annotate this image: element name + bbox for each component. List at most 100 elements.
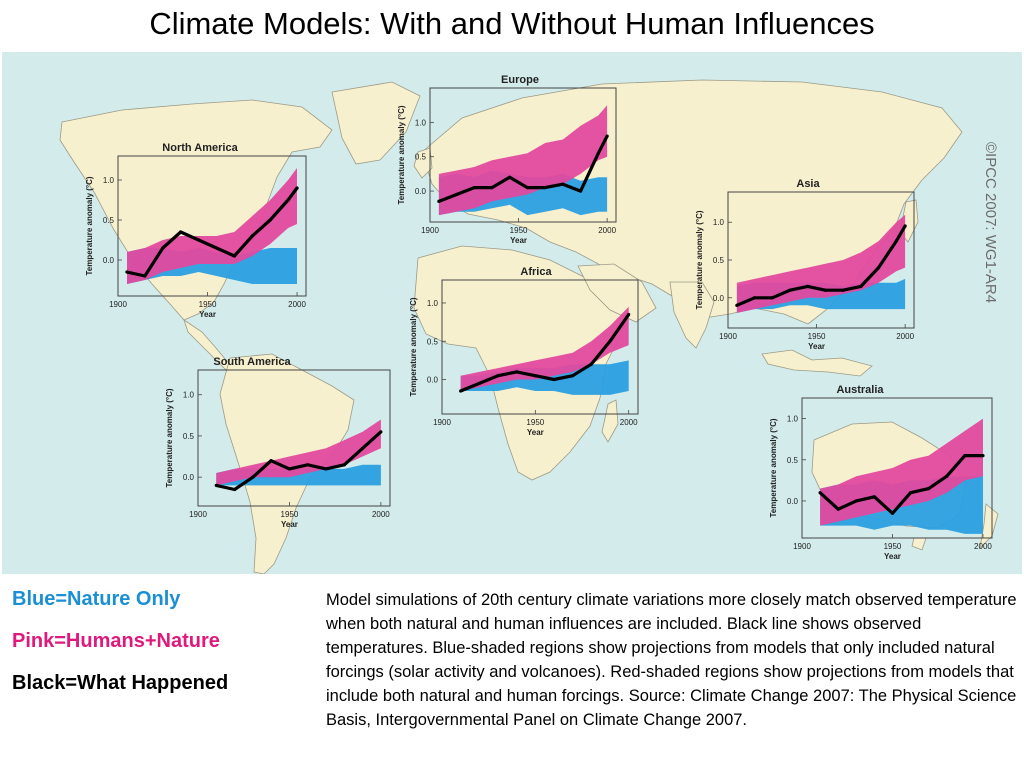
africa-x-tick-label: 1950: [526, 418, 544, 427]
south-america-observed-point: [306, 463, 310, 467]
australia-y-axis-title: Temperature anomaly (°C): [769, 418, 778, 517]
australia-observed-point: [872, 495, 876, 499]
north-america-x-axis-title: Year: [199, 310, 216, 319]
asia-observed-point: [876, 265, 881, 270]
europe-chart: Europe 0.0 0.5 1.0 1900 1950 2000 Year Temperatu…: [397, 74, 617, 245]
australia-observed-point: [927, 486, 931, 491]
africa-observed-point: [608, 339, 612, 343]
south-america-y-tick-label: 1.0: [183, 391, 195, 400]
australia-observed-point: [908, 491, 913, 495]
legend: Blue=Nature Only Pink=Humans+Nature Blac…: [12, 588, 312, 714]
australia-y-tick-label: 0.0: [787, 497, 799, 506]
south-america-plot-frame: [197, 369, 391, 507]
europe-x-tick-label: 1950: [510, 226, 528, 235]
north-america-x-tick-label: 1950: [199, 300, 217, 309]
south-america-observed-point: [379, 430, 383, 434]
asia-y-tick-label: 1.0: [713, 218, 725, 227]
asia-observed-point: [841, 288, 845, 292]
north-america-observed-point: [179, 230, 183, 234]
world-map: North America 0.0 0.5 1.0 1900 1950 2000 Year Te…: [2, 52, 1022, 574]
north-america-title: North America: [162, 142, 238, 154]
europe-observed-point: [605, 134, 609, 138]
europe-x-axis-title: Year: [510, 236, 527, 245]
north-america-observed-point: [214, 246, 219, 250]
south-america-observed-line: [215, 430, 382, 492]
europe-observed-point: [543, 186, 547, 190]
europe-x-tick-label: 1900: [421, 226, 439, 235]
north-america-observed-point: [268, 218, 272, 222]
south-america-chart: South America 0.0 0.5 1.0 1900 1950 2000 Year Te…: [165, 356, 391, 529]
south-america-x-tick-label: 1900: [189, 510, 207, 519]
europe-y-tick-label: 0.0: [415, 187, 427, 196]
africa-land: [413, 245, 629, 481]
africa-x-tick-label: 1900: [433, 418, 451, 427]
south-america-observed-point: [324, 467, 328, 471]
asia-x-axis-title: Year: [808, 342, 825, 351]
australia-observed-point: [836, 507, 840, 511]
europe-observed-point: [508, 175, 512, 179]
north-america-observed-point: [143, 274, 147, 278]
south-america-title: South America: [213, 356, 291, 368]
asia-observed-point: [894, 239, 898, 243]
south-america-x-tick-label: 2000: [372, 510, 390, 519]
north-america-observed-point: [161, 246, 165, 250]
australia-y-tick-label: 0.5: [787, 456, 799, 465]
africa-plot-frame: [441, 279, 639, 415]
north-america-chart: North America 0.0 0.5 1.0 1900 1950 2000 Year Te…: [85, 142, 307, 319]
asia-y-axis-title: Temperature anomaly (°C): [695, 210, 704, 309]
caption: Model simulations of 20th century climat…: [326, 591, 1017, 729]
north-america-x-tick-label: 2000: [288, 300, 306, 309]
asia-y-tick-label: 0.0: [713, 294, 725, 303]
north-america-humans-nature-band: [127, 168, 297, 284]
australia-observed-line: [819, 454, 983, 515]
asia-title: Asia: [796, 178, 820, 190]
australia-plot-frame: [801, 397, 993, 539]
africa-observed-point: [552, 377, 556, 382]
asia-observed-point: [788, 288, 792, 292]
legend-nature-only: Blue=Nature Only: [12, 588, 181, 610]
europe-y-axis-title: Temperature anomaly (°C): [397, 105, 406, 204]
europe-observed-point: [525, 186, 530, 190]
australia-x-tick-label: 1950: [884, 542, 902, 551]
north-america-observed-point: [286, 198, 290, 202]
europe-observed-point: [472, 186, 476, 190]
south-america-observed-point: [251, 475, 255, 479]
north-america-plot-frame: [117, 155, 307, 297]
north-america-x-tick-label: 1900: [109, 300, 127, 309]
south-america-observed-point: [232, 487, 237, 492]
indonesia-land: [761, 349, 873, 377]
asia-x-tick-label: 2000: [896, 332, 914, 341]
europe-observed-point: [490, 186, 494, 190]
europe-y-tick-label: 0.5: [415, 153, 427, 162]
north-america-observed-point: [232, 254, 236, 258]
arabia-land: [577, 263, 657, 323]
south-america-observed-point: [287, 467, 292, 471]
slide-title: Climate Models: With and Without Human I…: [149, 6, 875, 41]
africa-chart: Africa 0.0 0.5 1.0 1900 1950 2000 Year Temperatu…: [409, 266, 639, 437]
europe-observed-point: [437, 199, 441, 203]
asia-humans-nature-band: [736, 214, 906, 313]
africa-y-tick-label: 0.5: [427, 337, 439, 346]
australia-chart: Australia 0.0 0.5 1.0 1900 1950 2000 Year Temper…: [769, 384, 993, 561]
asia-x-tick-label: 1900: [719, 332, 737, 341]
africa-observed-point: [477, 381, 481, 385]
europe-observed-point: [578, 189, 583, 193]
south-america-x-axis-title: Year: [281, 520, 298, 529]
europe-plot-frame: [429, 87, 617, 223]
north-america-y-tick-label: 1.0: [103, 176, 115, 185]
asia-observed-point: [770, 296, 774, 300]
europe-observed-point: [596, 151, 600, 155]
madagascar-land: [601, 399, 619, 443]
africa-x-tick-label: 2000: [620, 418, 638, 427]
british-isles-land: [413, 147, 433, 179]
south-america-y-tick-label: 0.5: [183, 432, 195, 441]
africa-title: Africa: [520, 266, 552, 278]
africa-y-tick-label: 0.0: [427, 376, 439, 385]
africa-observed-point: [496, 374, 500, 378]
north-america-observed-point: [250, 234, 254, 238]
australia-x-tick-label: 2000: [974, 542, 992, 551]
north-america-y-tick-label: 0.5: [103, 216, 115, 225]
europe-x-tick-label: 2000: [598, 226, 616, 235]
north-america-y-tick-label: 0.0: [103, 256, 115, 265]
south-america-observed-point: [269, 459, 273, 463]
